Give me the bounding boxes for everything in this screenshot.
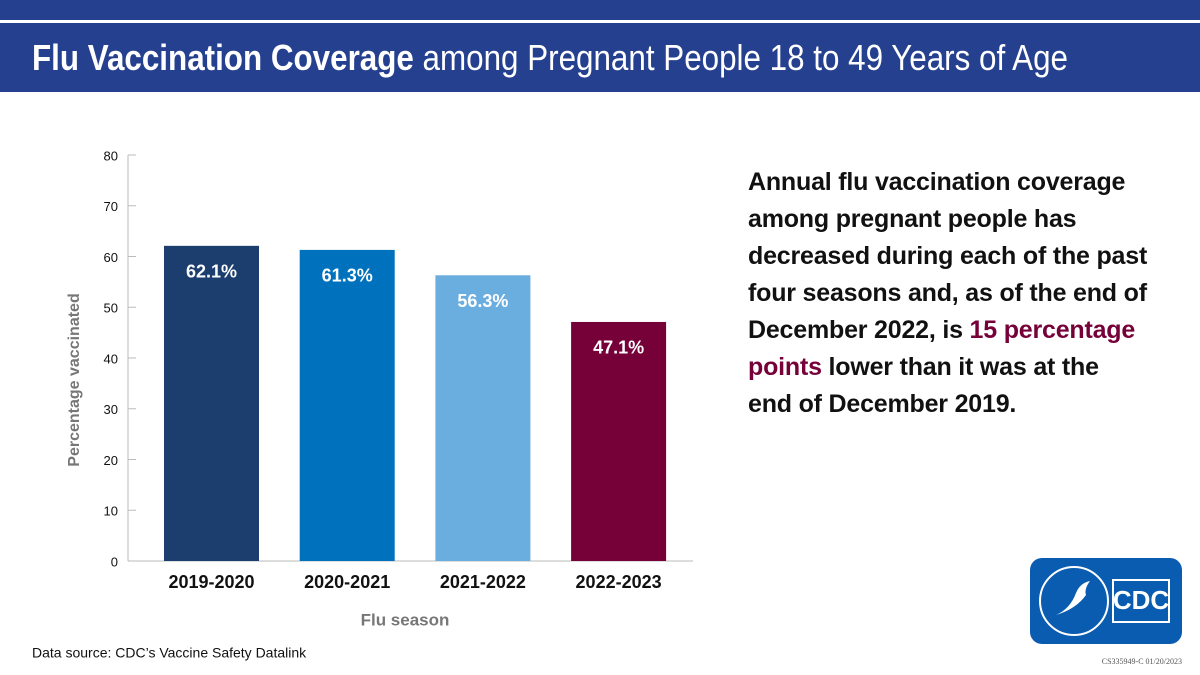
- header-rule: [0, 20, 1200, 23]
- y-tick-label: 60: [104, 250, 118, 265]
- value-label: 47.1%: [593, 338, 644, 358]
- y-tick-label: 70: [104, 199, 118, 214]
- logo-text: CDC: [1113, 585, 1170, 615]
- title-bold: Flu Vaccination Coverage: [32, 37, 414, 78]
- cdc-frame: [1112, 579, 1170, 623]
- note: Annual flu vaccination coverage among pr…: [748, 164, 1148, 423]
- x-tick-label: 2020-2021: [304, 572, 390, 592]
- y-tick-label: 0: [111, 554, 118, 569]
- y-tick-label: 30: [104, 402, 118, 417]
- y-tick-label: 10: [104, 504, 118, 519]
- value-label: 62.1%: [186, 262, 237, 282]
- title-rest: among Pregnant People 18 to 49 Years of …: [414, 37, 1068, 78]
- seal-eagle: [1056, 581, 1090, 615]
- seal-ring: [1039, 566, 1109, 636]
- y-tick-label: 50: [104, 301, 118, 316]
- bar: [435, 275, 531, 561]
- y-tick-label: 80: [104, 148, 118, 163]
- bar: [571, 321, 667, 561]
- y-tick-label: 40: [104, 351, 118, 366]
- source: Data source: CDC’s Vaccine Safety Datali…: [32, 645, 307, 661]
- y-axis-label: Percentage vaccinated: [66, 293, 83, 466]
- bar: [164, 245, 259, 561]
- header-band: [0, 0, 1200, 92]
- doc-code: CS335949-C 01/20/2023: [1102, 657, 1182, 666]
- value-label: 61.3%: [322, 266, 373, 286]
- chart-title: Flu Vaccination Coverage among Pregnant …: [32, 37, 1068, 78]
- note-text: Annual flu vaccination coverage among pr…: [748, 168, 1148, 344]
- y-tick-label: 20: [104, 453, 118, 468]
- x-tick-label: 2021-2022: [440, 572, 526, 592]
- note-highlight: 15 percentage points: [748, 316, 1136, 381]
- x-tick-label: 2019-2020: [168, 572, 254, 592]
- x-axis-label: Flu season: [361, 610, 450, 629]
- value-label: 56.3%: [457, 291, 508, 311]
- x-tick-label: 2022-2023: [576, 572, 662, 592]
- note-text: lower than it was at the end of December…: [748, 353, 1099, 418]
- bar: [299, 249, 395, 561]
- logo: CDC: [1030, 558, 1182, 644]
